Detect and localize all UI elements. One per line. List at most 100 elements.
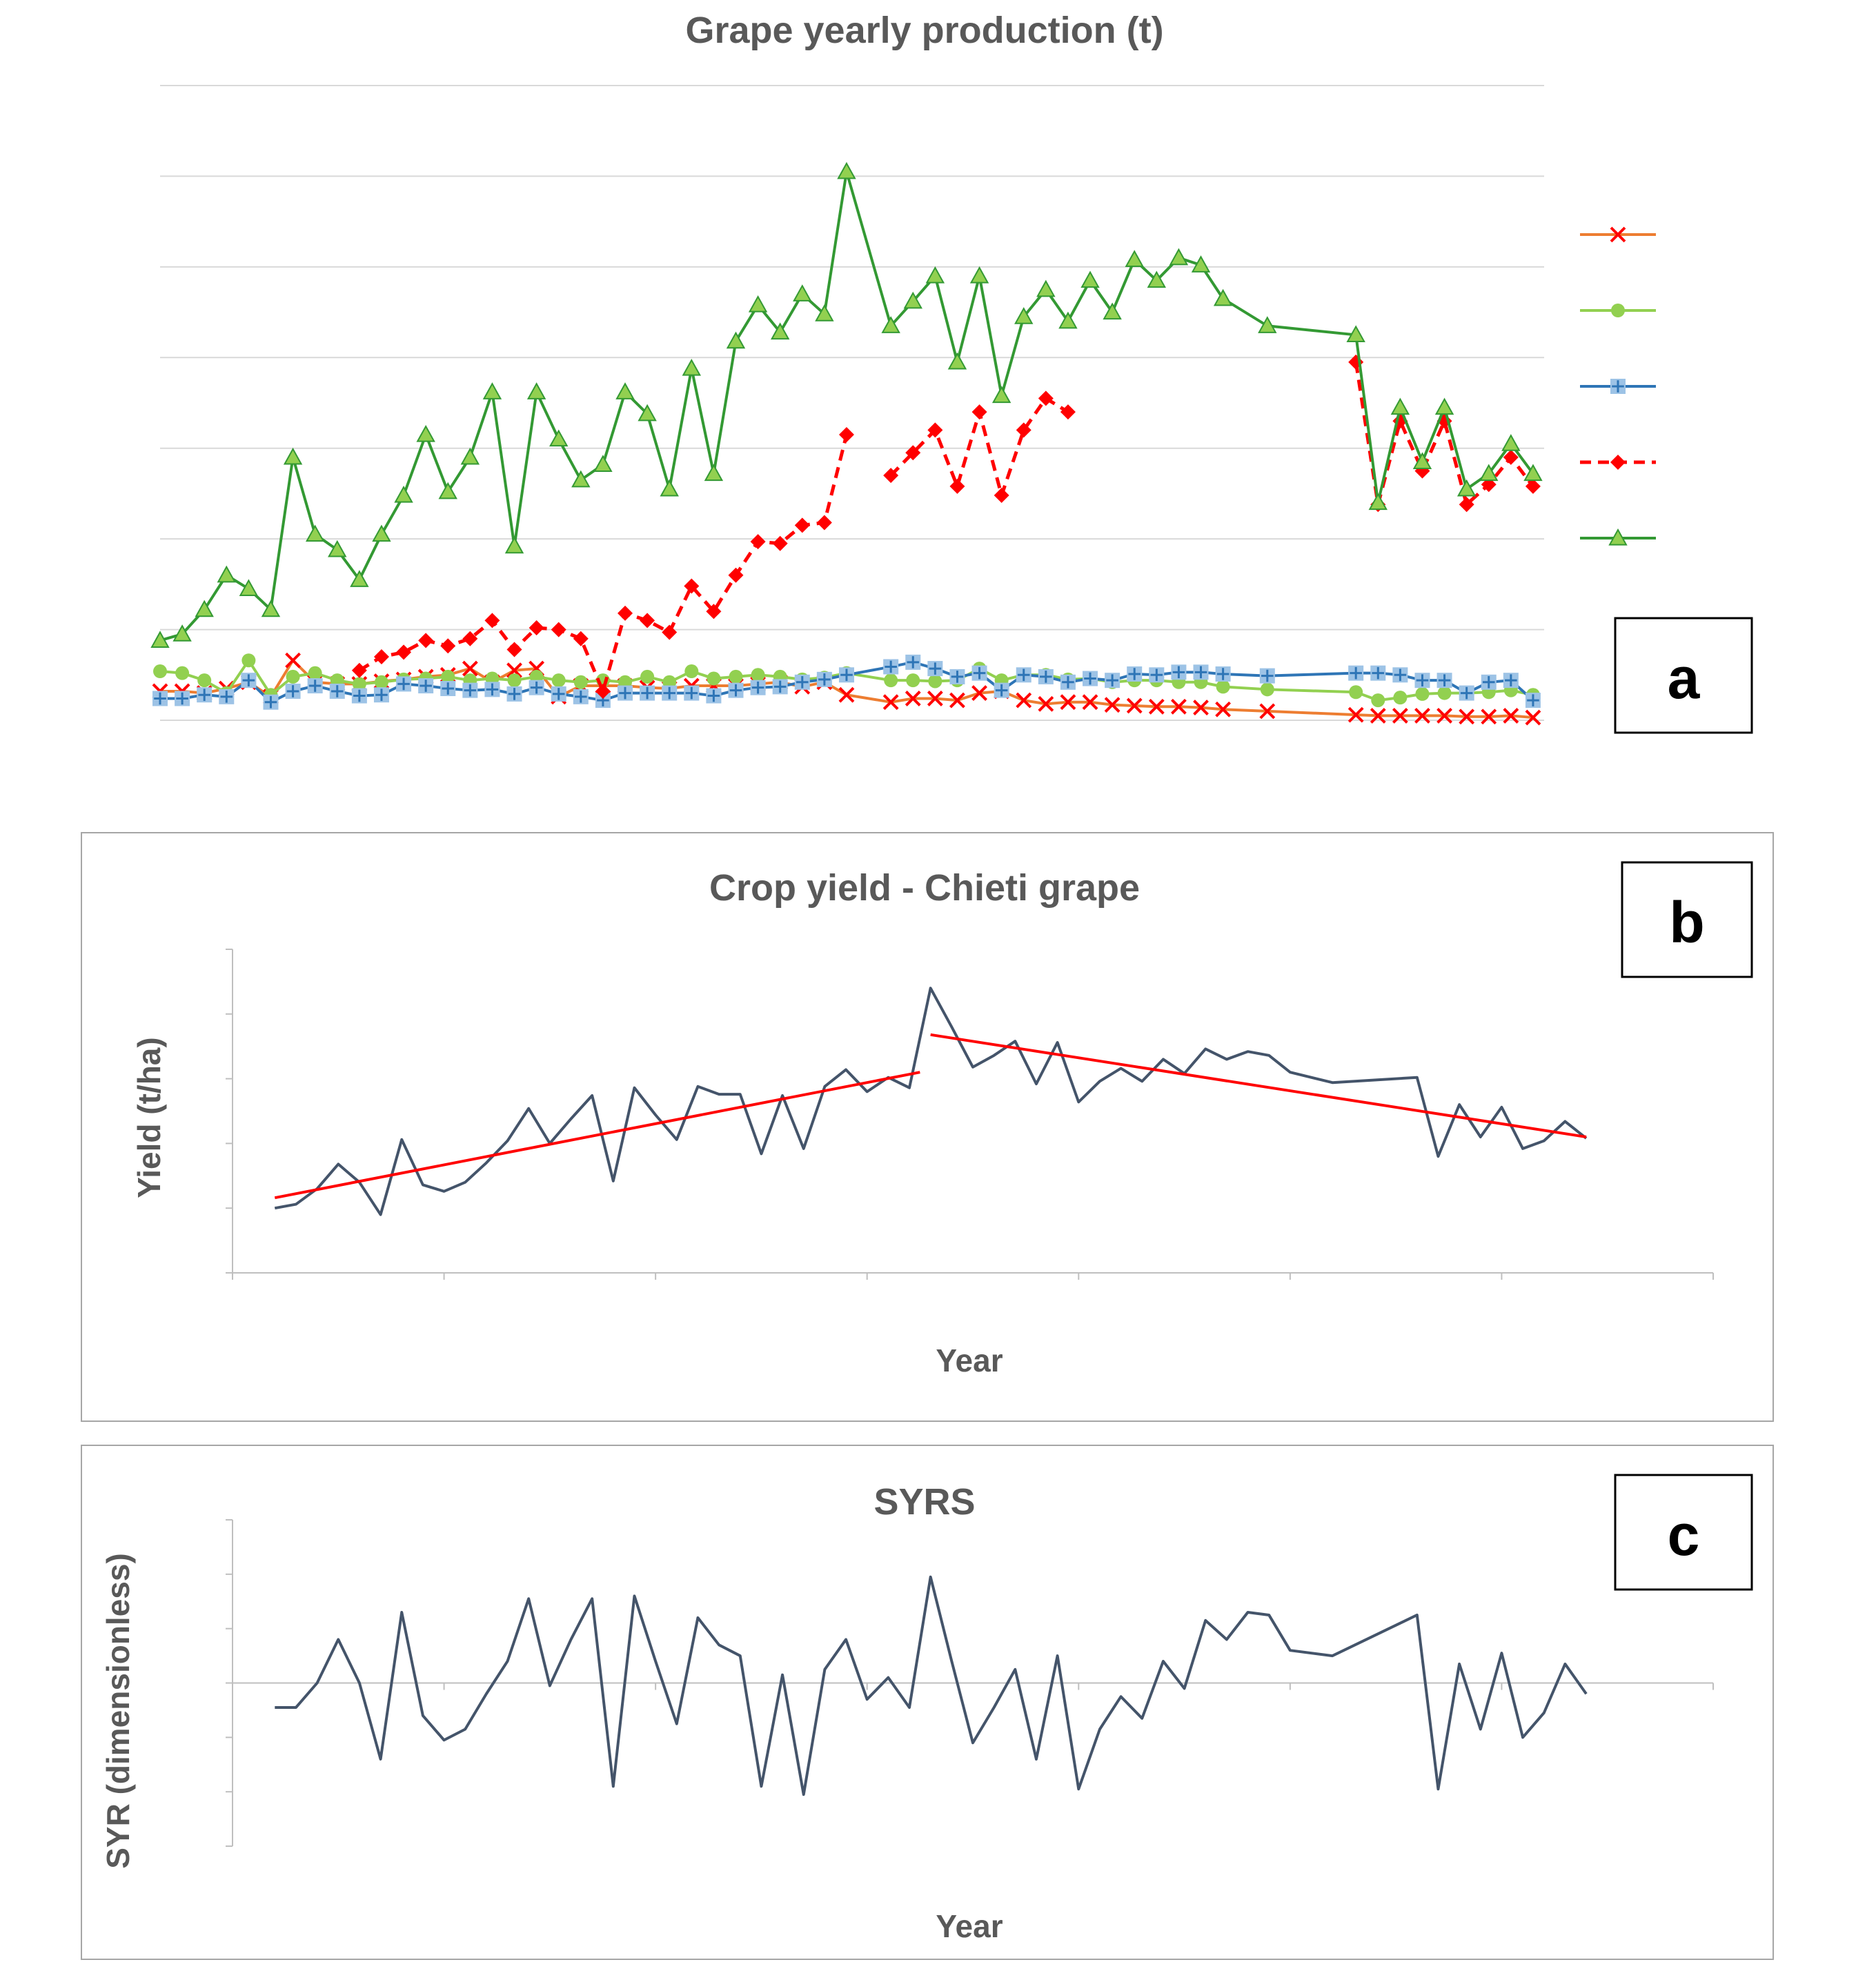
series-pescara-point bbox=[307, 678, 323, 694]
series-chieti-wine-point bbox=[595, 683, 611, 699]
series-chieti-point bbox=[1346, 325, 1365, 343]
series-l-aquila-point bbox=[971, 685, 987, 701]
series-chieti-point bbox=[438, 482, 457, 499]
series-chieti-point bbox=[881, 316, 900, 333]
series-chieti-wine-point bbox=[1060, 404, 1076, 420]
series-pescara-point bbox=[684, 685, 700, 701]
series-pescara-point bbox=[1215, 666, 1231, 682]
series-l-aquila-point bbox=[1481, 709, 1497, 725]
series-pescara-point bbox=[219, 689, 235, 704]
series-chieti-wine-point bbox=[573, 631, 589, 646]
series-teramo-point bbox=[286, 669, 300, 684]
series-chieti-point bbox=[416, 424, 435, 442]
panel-frame-b bbox=[81, 832, 1774, 1422]
series-chieti bbox=[150, 161, 1543, 648]
series-teramo-point bbox=[551, 673, 566, 688]
series-chieti-point bbox=[328, 539, 347, 557]
series-l-aquila-point bbox=[1171, 698, 1187, 715]
series-pescara-point bbox=[971, 665, 987, 681]
legend-item-l-aquila-marker bbox=[1610, 226, 1626, 243]
series-chieti-wine-point bbox=[618, 605, 633, 621]
series-pescara-point bbox=[1414, 673, 1430, 689]
series-l-aquila-point bbox=[462, 660, 478, 677]
series-pescara-point bbox=[662, 685, 678, 701]
series-chieti-point bbox=[638, 404, 657, 422]
series-chieti-wine-point bbox=[994, 488, 1009, 504]
panel-b: Crop yield - Chieti grape Year Yield (t/… bbox=[81, 832, 1774, 1422]
series-b-trend-1952-1982 bbox=[274, 1071, 920, 1200]
series-chieti-point bbox=[1457, 479, 1477, 497]
chart-b-ylabel: Yield (t/ha) bbox=[131, 1037, 167, 1198]
series-chieti-point bbox=[1368, 493, 1388, 511]
series-chieti-point bbox=[615, 382, 635, 399]
series-pescara-point bbox=[285, 683, 301, 699]
series-chieti-point bbox=[770, 322, 790, 340]
series-pescara-point bbox=[1060, 674, 1076, 690]
series-teramo-point bbox=[684, 664, 699, 679]
series-pescara-point bbox=[551, 686, 566, 702]
series-teramo-point bbox=[751, 668, 765, 682]
series-l-aquila-point bbox=[1503, 708, 1519, 724]
series-pescara-point bbox=[1105, 673, 1120, 689]
series-chieti-point bbox=[217, 565, 236, 583]
series-l-aquila-point bbox=[1060, 694, 1076, 711]
series-chieti-point bbox=[150, 631, 170, 648]
series-chieti-point bbox=[1058, 311, 1078, 329]
series-chieti-point bbox=[526, 382, 546, 399]
series-teramo-point bbox=[906, 673, 920, 688]
legend-item-pescara-marker bbox=[1610, 379, 1626, 394]
series-l-aquila-point bbox=[838, 686, 855, 703]
series-chieti-wine-point bbox=[640, 613, 655, 628]
series-pescara-point bbox=[905, 654, 921, 670]
series-l-aquila-point bbox=[1104, 697, 1120, 713]
series-chieti-point bbox=[682, 358, 702, 376]
series-chieti-point bbox=[1434, 397, 1454, 415]
panel-label-box-c bbox=[1614, 1474, 1753, 1591]
series-pescara-point bbox=[1481, 674, 1497, 690]
series-pescara-point bbox=[241, 673, 257, 689]
series-chieti-point bbox=[1080, 270, 1100, 288]
series-pescara-point bbox=[816, 671, 832, 687]
series-pescara-point bbox=[1259, 668, 1275, 684]
series-l-aquila-point bbox=[1347, 706, 1364, 723]
series-pescara-point bbox=[263, 694, 279, 710]
series-chieti-wine-point bbox=[905, 445, 921, 461]
series-chieti-wine-point bbox=[351, 662, 367, 678]
series-teramo-point bbox=[241, 653, 256, 668]
series-pescara-point bbox=[838, 667, 854, 683]
panel-label-b: b bbox=[1669, 890, 1704, 955]
series-chieti-point bbox=[1036, 279, 1056, 297]
series-pescara-point bbox=[440, 681, 456, 696]
series-chieti-wine-point bbox=[794, 517, 810, 533]
series-l-aquila-point bbox=[1414, 708, 1430, 724]
series-chieti-line bbox=[159, 171, 1534, 642]
series-pescara-point bbox=[1171, 664, 1187, 680]
series-teramo-point bbox=[1371, 693, 1385, 708]
series-chieti-wine-point bbox=[883, 468, 899, 484]
series-chieti-wine-point bbox=[838, 427, 854, 442]
series-pescara-point bbox=[573, 689, 589, 704]
series-l-aquila-point bbox=[905, 691, 921, 706]
series-chieti-point bbox=[1125, 250, 1144, 267]
series-teramo-point bbox=[573, 675, 588, 689]
series-chieti-point bbox=[460, 447, 480, 465]
series-pescara-point bbox=[618, 685, 633, 701]
series-chieti-point bbox=[969, 266, 989, 284]
series-chieti-wine-point bbox=[418, 633, 434, 649]
series-chieti-point bbox=[261, 600, 281, 617]
panel-label-a: a bbox=[1668, 646, 1701, 711]
series-chieti-point bbox=[704, 464, 724, 482]
series-l-aquila-point bbox=[1392, 708, 1408, 724]
series-chieti-wine-point bbox=[529, 620, 544, 635]
series-pescara-point bbox=[1503, 673, 1519, 689]
series-chieti-point bbox=[571, 470, 591, 488]
series-teramo-point bbox=[507, 673, 522, 688]
series-chieti-wine-point bbox=[927, 422, 943, 438]
series-chieti-wine-point bbox=[949, 478, 965, 494]
series-chieti-point bbox=[1191, 255, 1211, 273]
series-l-aquila-point bbox=[1370, 708, 1386, 724]
series-teramo-point bbox=[153, 664, 167, 679]
legend-item-chieti-wine bbox=[1580, 455, 1656, 470]
series-pescara-point bbox=[1083, 671, 1098, 686]
legend-item-teramo-marker bbox=[1611, 304, 1625, 317]
